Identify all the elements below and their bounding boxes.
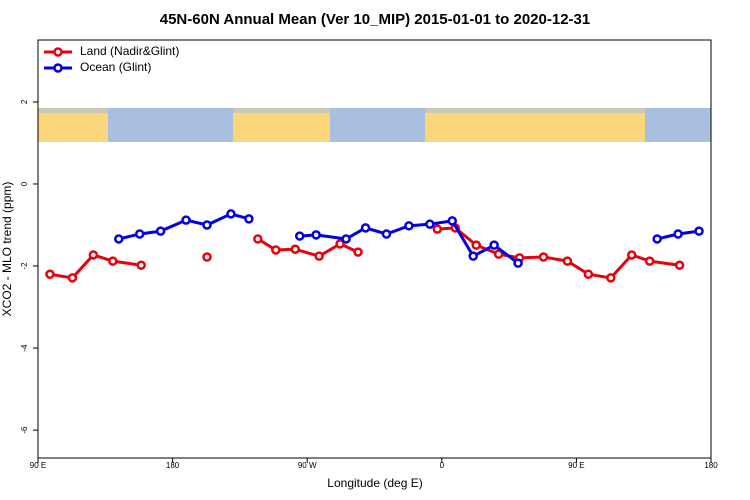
point: [432, 224, 443, 234]
point: [244, 214, 254, 224]
point: [674, 260, 685, 270]
point: [425, 219, 435, 229]
point: [353, 247, 363, 257]
point: [294, 231, 305, 241]
legend-label: Ocean (Glint): [80, 60, 151, 74]
y-axis-label: XCO2 - MLO trend (ppm): [0, 182, 14, 317]
point: [67, 273, 78, 283]
point: [311, 230, 321, 240]
x-axis-label: Longitude (deg E): [327, 476, 422, 490]
legend-marker: [53, 47, 63, 57]
point: [381, 229, 392, 239]
point: [583, 269, 594, 279]
point: [155, 226, 166, 236]
point: [489, 240, 499, 250]
y-tick-label: -2: [20, 262, 29, 270]
point: [335, 239, 345, 249]
plot-frame: [37, 39, 712, 459]
point: [202, 252, 212, 262]
series-line: [49, 226, 680, 280]
point: [673, 229, 683, 239]
legend-marker: [53, 63, 63, 73]
point: [471, 240, 481, 250]
point: [513, 258, 523, 268]
point: [253, 234, 263, 244]
x-tick-label: 0: [440, 461, 445, 470]
point: [88, 250, 99, 260]
y-tick-label: -6: [20, 426, 29, 434]
x-tick-label: 180: [704, 461, 718, 470]
point: [226, 209, 236, 219]
point: [202, 220, 212, 230]
point: [271, 245, 281, 255]
point: [341, 234, 351, 244]
point: [493, 249, 504, 259]
legend-label: Land (Nadir&Glint): [80, 44, 179, 58]
point: [468, 251, 478, 261]
x-tick-label: 90 E: [568, 461, 584, 470]
point: [447, 216, 458, 226]
point: [314, 251, 324, 261]
x-tick-label: 90 E: [30, 461, 46, 470]
y-tick-label: 0: [20, 181, 29, 186]
point: [136, 260, 146, 270]
y-tick-label: 2: [20, 99, 29, 104]
point: [290, 244, 300, 254]
point: [606, 273, 616, 283]
point: [652, 234, 662, 244]
chart-title: 45N-60N Annual Mean (Ver 10_MIP) 2015-01…: [160, 11, 590, 28]
point: [134, 229, 145, 239]
point: [114, 234, 124, 244]
point: [108, 256, 118, 266]
point: [45, 269, 55, 279]
point: [694, 226, 704, 236]
x-tick-label: 90 W: [298, 461, 317, 470]
map-strip: [38, 108, 711, 142]
y-tick-label: -4: [20, 344, 29, 352]
x-tick-label: 180: [166, 461, 180, 470]
point: [360, 223, 371, 233]
point: [626, 250, 637, 260]
point: [562, 256, 573, 266]
point: [181, 215, 191, 225]
point: [538, 252, 549, 262]
point: [404, 221, 414, 231]
point: [644, 256, 655, 266]
